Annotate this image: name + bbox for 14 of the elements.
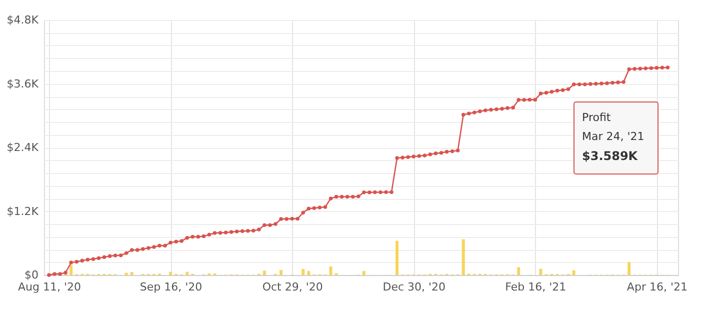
y-tick-label: $3.6K [6,77,40,90]
y-tick-label: $2.4K [6,141,40,154]
y-tick-label: $1.2K [6,204,40,218]
annotation: Mar 24, '21 [582,130,644,143]
x-tick-label: Oct 29, '20 [262,280,323,294]
x-tick-label: Sep 16, '20 [140,280,202,294]
x-tick-label: Feb 16, '21 [505,280,566,294]
annotation: Profit [582,111,612,124]
x-tick-label: Aug 11, '20 [18,280,81,294]
y-tick-label: $0 [24,268,38,282]
x-tick-label: Apr 16, '21 [626,280,688,294]
y-tick-label: $4.8K [6,14,40,26]
annotation: $3.589K [582,149,638,163]
x-tick-label: Dec 30, '20 [382,280,446,294]
